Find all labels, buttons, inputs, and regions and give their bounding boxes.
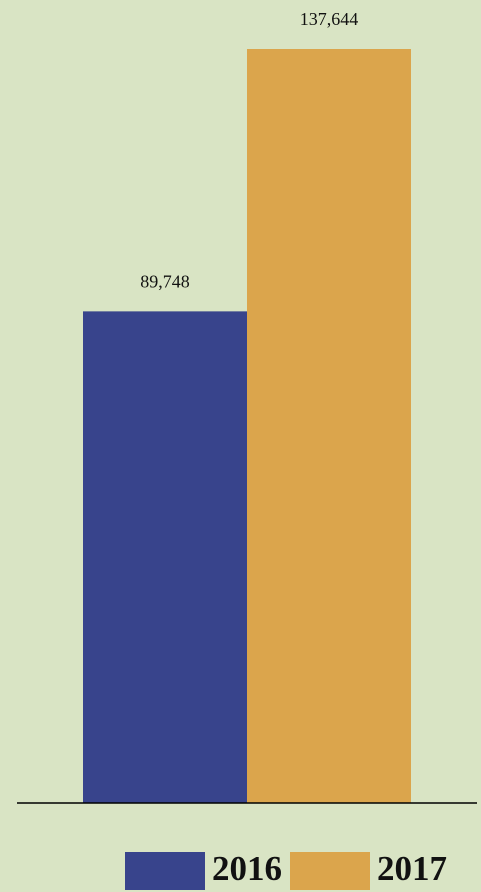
legend-label: 2017 — [377, 849, 447, 888]
value-label: 89,748 — [140, 271, 190, 291]
bar — [83, 311, 247, 803]
legend-swatch — [290, 852, 370, 890]
bar — [247, 49, 411, 803]
value-label: 137,644 — [300, 9, 359, 29]
legend-label: 2016 — [212, 849, 282, 888]
legend-swatch — [125, 852, 205, 890]
